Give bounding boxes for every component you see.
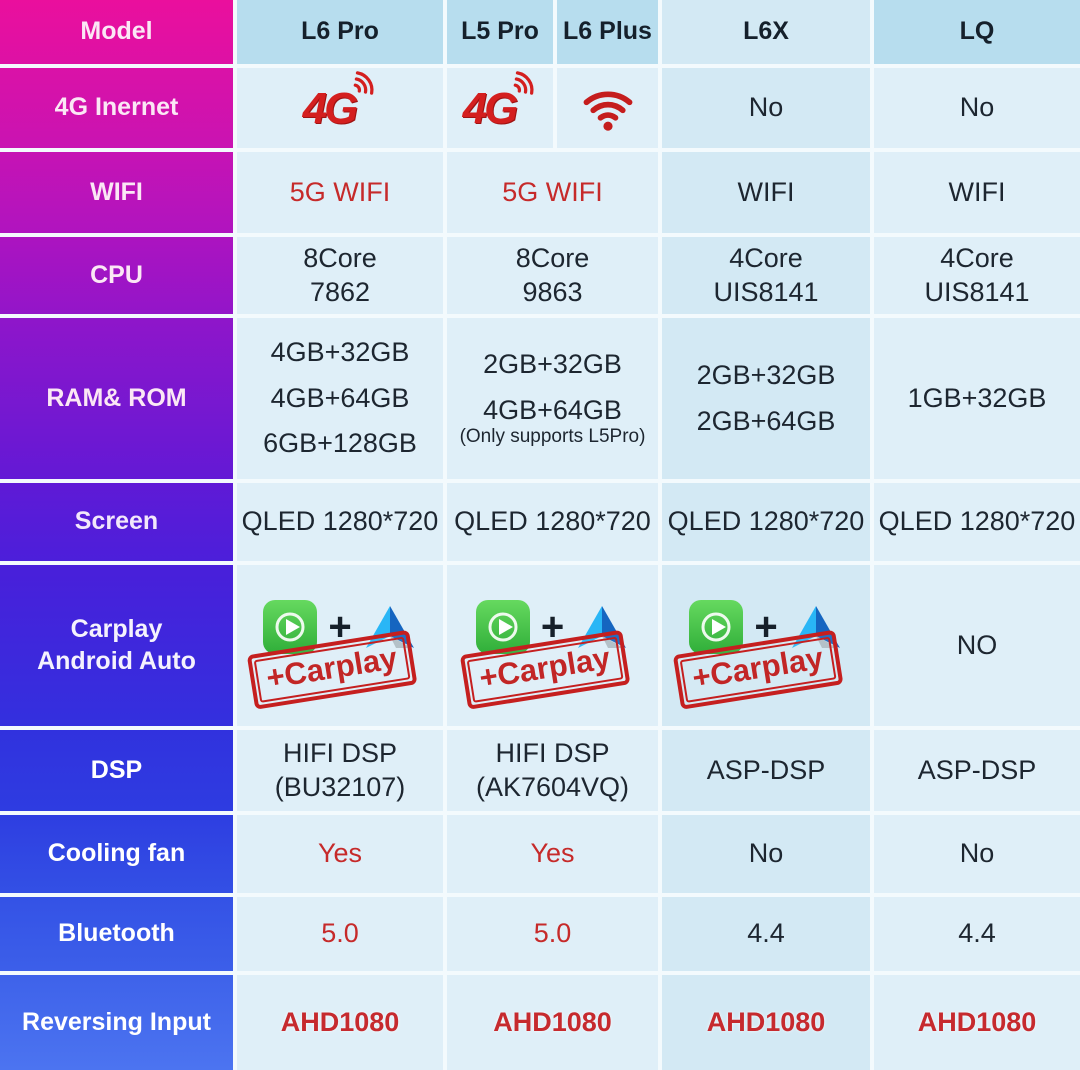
cell-carplay-l5group: + +Carplay bbox=[447, 565, 658, 726]
cell-bluetooth-l5group: 5.0 bbox=[447, 897, 658, 971]
column-header-l6x: L6X bbox=[662, 0, 870, 64]
cell-reversing-l6x: AHD1080 bbox=[662, 975, 870, 1070]
cell-bluetooth-l6x: 4.4 bbox=[662, 897, 870, 971]
row-label-wifi: WIFI bbox=[0, 152, 233, 233]
cell-dsp-l5group: HIFI DSP (AK7604VQ) bbox=[447, 730, 658, 811]
cell-internet-l5pro: 4G bbox=[447, 68, 553, 148]
cell-cooling-l5group: Yes bbox=[447, 815, 658, 893]
cell-cpu-l6x: 4Core UIS8141 bbox=[662, 237, 870, 314]
cell-wifi-l6x: WIFI bbox=[662, 152, 870, 233]
row-label-ram-rom: RAM& ROM bbox=[0, 318, 233, 479]
cell-dsp-l6pro: HIFI DSP (BU32107) bbox=[237, 730, 443, 811]
row-label-cooling-fan: Cooling fan bbox=[0, 815, 233, 893]
cell-screen-lq: QLED 1280*720 bbox=[874, 483, 1080, 561]
row-label-carplay: Carplay Android Auto bbox=[0, 565, 233, 726]
cell-ram-l5group: 2GB+32GB 4GB+64GB (Only supports L5Pro) bbox=[447, 318, 658, 479]
cell-cooling-l6x: No bbox=[662, 815, 870, 893]
cell-carplay-lq: NO bbox=[874, 565, 1080, 726]
column-header-l6pro: L6 Pro bbox=[237, 0, 443, 64]
cell-dsp-lq: ASP-DSP bbox=[874, 730, 1080, 811]
cell-ram-lq: 1GB+32GB bbox=[874, 318, 1080, 479]
cell-screen-l5group: QLED 1280*720 bbox=[447, 483, 658, 561]
cell-screen-l6x: QLED 1280*720 bbox=[662, 483, 870, 561]
cell-internet-l6x: No bbox=[662, 68, 870, 148]
cell-internet-l6pro: 4G bbox=[237, 68, 443, 148]
cell-carplay-l6x: + +Carplay bbox=[662, 565, 870, 726]
carplay-icon bbox=[475, 600, 530, 655]
row-label-bluetooth: Bluetooth bbox=[0, 897, 233, 971]
carplay-icon bbox=[263, 600, 318, 655]
cell-screen-l6pro: QLED 1280*720 bbox=[237, 483, 443, 561]
signal-arcs-icon bbox=[514, 70, 534, 95]
row-label-reversing-input: Reversing Input bbox=[0, 975, 233, 1070]
wifi-icon bbox=[583, 91, 632, 131]
cell-cpu-l5group: 8Core 9863 bbox=[447, 237, 658, 314]
cell-ram-l6pro: 4GB+32GB 4GB+64GB 6GB+128GB bbox=[237, 318, 443, 479]
cell-reversing-lq: AHD1080 bbox=[874, 975, 1080, 1070]
column-header-l5pro: L5 Pro bbox=[447, 0, 553, 64]
row-label-screen: Screen bbox=[0, 483, 233, 561]
cell-reversing-l6pro: AHD1080 bbox=[237, 975, 443, 1070]
ram-note: (Only supports L5Pro) bbox=[459, 426, 646, 448]
4g-signal-icon: 4G bbox=[463, 70, 538, 136]
cell-ram-l6x: 2GB+32GB 2GB+64GB bbox=[662, 318, 870, 479]
row-label-model: Model bbox=[0, 0, 233, 64]
signal-arcs-icon bbox=[354, 70, 374, 95]
cell-cpu-lq: 4Core UIS8141 bbox=[874, 237, 1080, 314]
cell-carplay-l6pro: + +Carplay bbox=[237, 565, 443, 726]
cell-cpu-l6pro: 8Core 7862 bbox=[237, 237, 443, 314]
row-label-dsp: DSP bbox=[0, 730, 233, 811]
cell-internet-lq: No bbox=[874, 68, 1080, 148]
row-label-cpu: CPU bbox=[0, 237, 233, 314]
cell-bluetooth-l6pro: 5.0 bbox=[237, 897, 443, 971]
cell-wifi-l5group: 5G WIFI bbox=[447, 152, 658, 233]
row-label-4g-internet: 4G Inernet bbox=[0, 68, 233, 148]
carplay-icon bbox=[689, 600, 744, 655]
cell-internet-l6plus bbox=[557, 68, 658, 148]
column-header-lq: LQ bbox=[874, 0, 1080, 64]
cell-cooling-l6pro: Yes bbox=[237, 815, 443, 893]
cell-cooling-lq: No bbox=[874, 815, 1080, 893]
cell-dsp-l6x: ASP-DSP bbox=[662, 730, 870, 811]
model-label: Model bbox=[80, 17, 153, 46]
cell-wifi-l6pro: 5G WIFI bbox=[237, 152, 443, 233]
4g-signal-icon: 4G bbox=[303, 70, 378, 136]
cell-reversing-l5group: AHD1080 bbox=[447, 975, 658, 1070]
cell-wifi-lq: WIFI bbox=[874, 152, 1080, 233]
column-header-l6plus: L6 Plus bbox=[557, 0, 658, 64]
cell-bluetooth-lq: 4.4 bbox=[874, 897, 1080, 971]
